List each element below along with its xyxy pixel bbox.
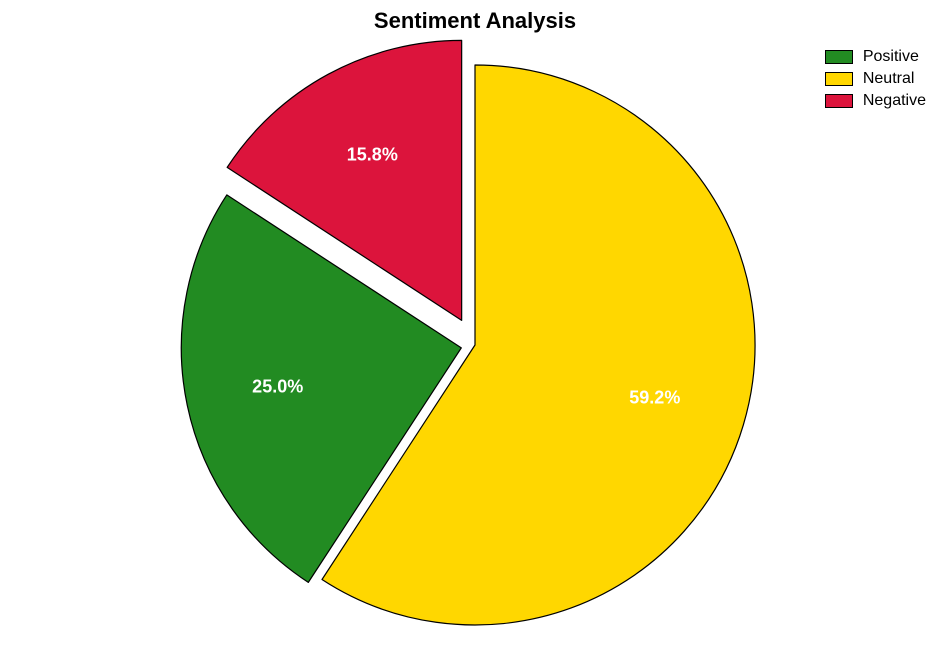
legend-label: Neutral xyxy=(863,70,915,88)
legend-swatch xyxy=(825,72,853,86)
legend-item: Negative xyxy=(825,92,926,110)
chart-container: Sentiment Analysis PositiveNeutralNegati… xyxy=(0,0,950,662)
legend-swatch xyxy=(825,94,853,108)
legend-label: Positive xyxy=(863,48,919,66)
pie-slice-label-negative: 15.8% xyxy=(347,145,398,166)
legend-item: Neutral xyxy=(825,70,926,88)
legend: Positive Neutral Negative xyxy=(825,48,926,114)
legend-swatch xyxy=(825,50,853,64)
legend-item: Positive xyxy=(825,48,926,66)
legend-label: Negative xyxy=(863,92,926,110)
pie-slice-label-positive: 25.0% xyxy=(252,376,303,397)
pie-chart-svg xyxy=(0,0,950,662)
pie-slice-label-neutral: 59.2% xyxy=(629,388,680,409)
